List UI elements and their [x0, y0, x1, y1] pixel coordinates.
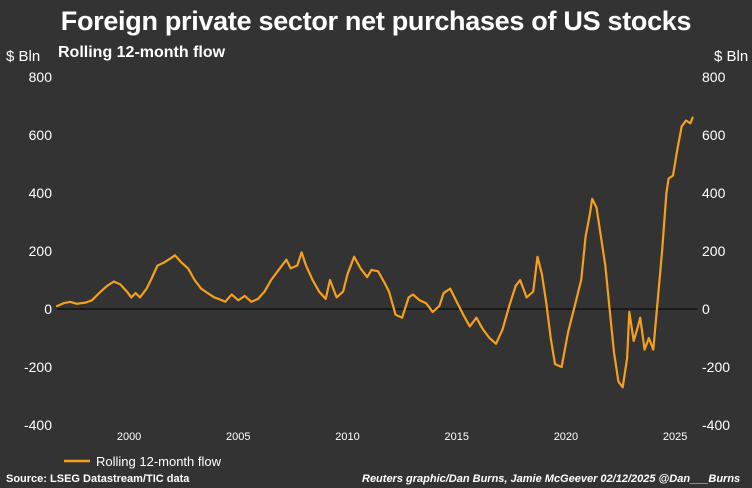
- source-note: Source: LSEG Datastream/TIC data: [6, 473, 190, 485]
- y-tick-label-left: 800: [29, 69, 53, 85]
- y-axis-unit-right: $ Bln: [714, 48, 749, 65]
- y-axis-left: 800 600 400 200 0 -200 -400: [24, 69, 52, 433]
- x-tick-label: 2020: [554, 431, 578, 443]
- y-tick-label-right: -400: [702, 417, 730, 433]
- legend: Rolling 12-month flow: [64, 454, 222, 469]
- chart-subtitle: Rolling 12-month flow: [58, 44, 226, 61]
- chart-title: Foreign private sector net purchases of …: [60, 6, 692, 36]
- y-tick-label-left: 0: [44, 301, 52, 317]
- y-tick-label-right: 0: [702, 301, 710, 317]
- y-tick-label-left: 400: [29, 185, 53, 201]
- x-tick-label: 2025: [663, 431, 687, 443]
- y-tick-label-left: 200: [29, 243, 53, 259]
- y-tick-label-right: 200: [702, 243, 726, 259]
- x-tick-label: 2000: [117, 431, 141, 443]
- y-tick-label-left: -200: [24, 359, 52, 375]
- y-axis-right: 800 600 400 200 0 -200 -400: [702, 69, 730, 433]
- y-tick-label-left: 600: [29, 127, 53, 143]
- y-tick-label-right: -200: [702, 359, 730, 375]
- x-tick-label: 2015: [444, 431, 468, 443]
- y-tick-label-left: -400: [24, 417, 52, 433]
- y-axis-unit-left: $ Bln: [6, 48, 41, 65]
- x-tick-label: 2005: [226, 431, 250, 443]
- y-tick-label-right: 600: [702, 127, 726, 143]
- x-tick-label: 2010: [335, 431, 359, 443]
- series-line-rolling-12-month-flow: [55, 116, 694, 389]
- x-axis: 2000 2005 2010 2015 2020 2025: [117, 431, 688, 443]
- y-tick-label-right: 400: [702, 185, 726, 201]
- legend-label: Rolling 12-month flow: [96, 454, 222, 469]
- y-tick-label-right: 800: [702, 69, 726, 85]
- credit-note: Reuters graphic/Dan Burns, Jamie McGeeve…: [362, 473, 741, 485]
